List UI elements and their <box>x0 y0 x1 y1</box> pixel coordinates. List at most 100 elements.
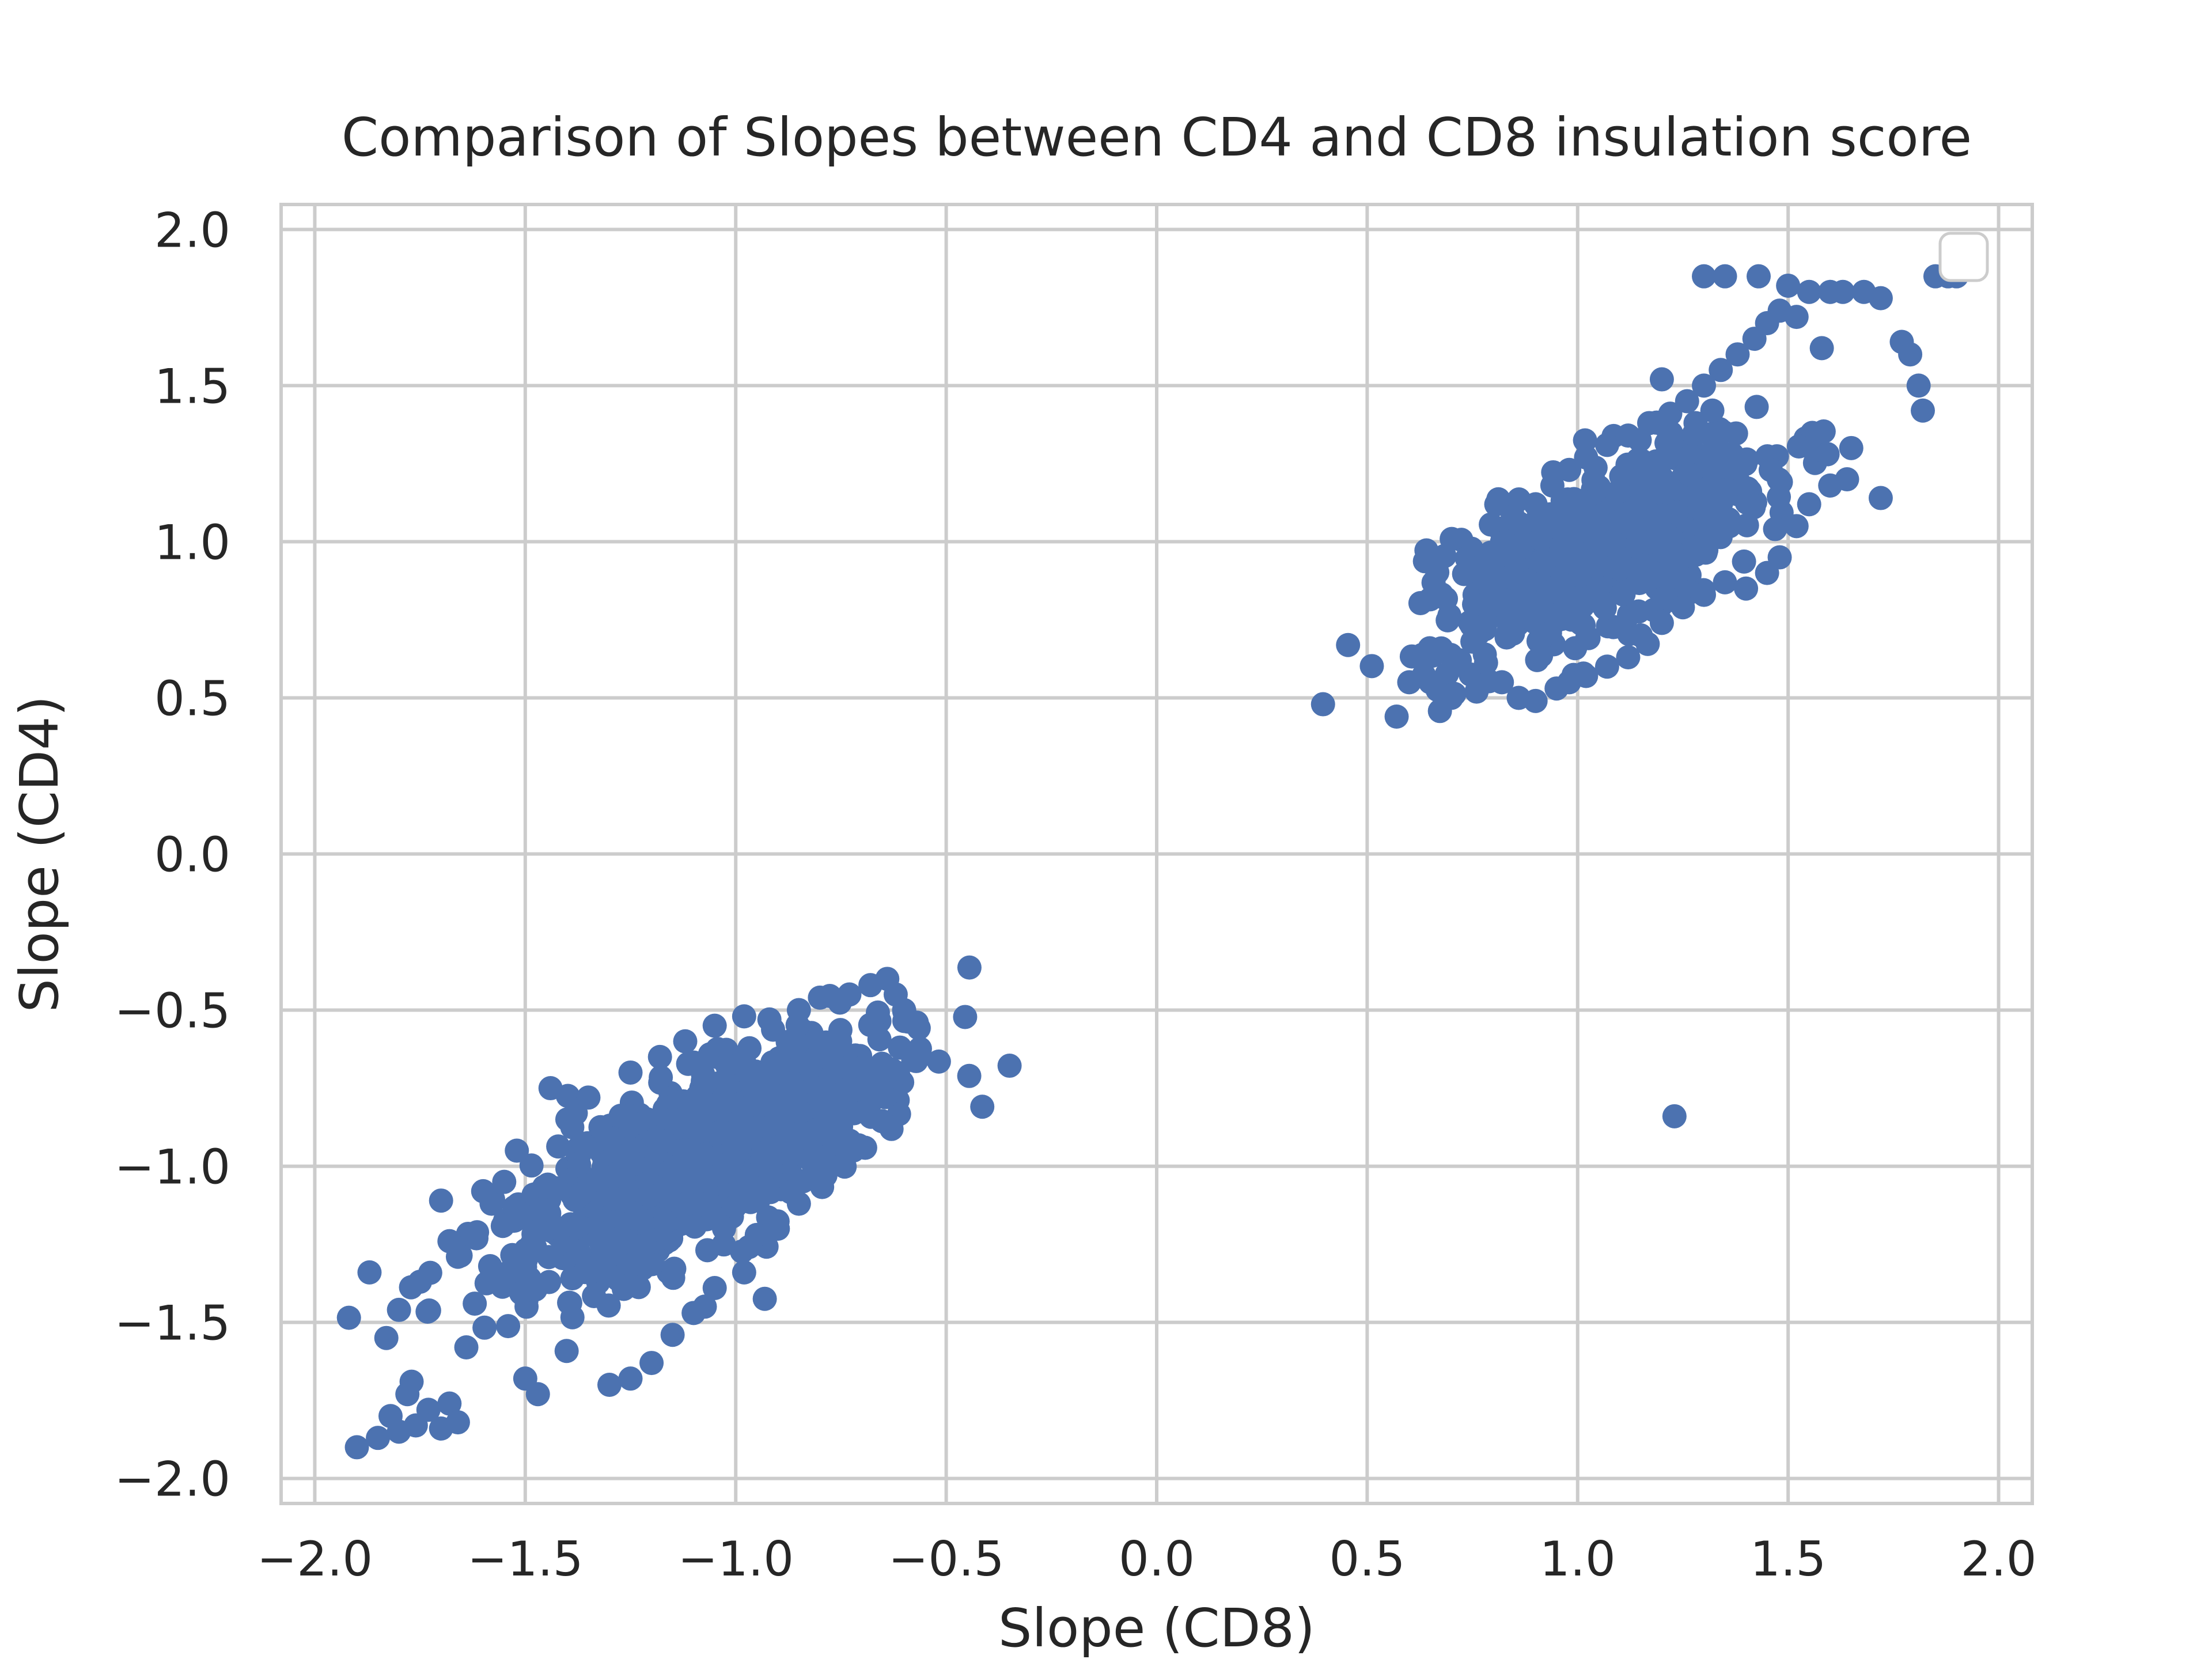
data-point <box>1494 529 1518 554</box>
data-point <box>1868 486 1893 510</box>
data-point <box>1418 670 1442 695</box>
data-point <box>1835 467 1859 492</box>
data-point <box>357 1260 382 1285</box>
data-point <box>611 1277 636 1301</box>
data-point <box>1616 645 1641 669</box>
data-point <box>808 1116 832 1141</box>
data-point <box>336 1305 361 1330</box>
data-point <box>597 1226 622 1251</box>
data-point <box>780 1034 805 1059</box>
legend-box <box>1938 232 1989 282</box>
x-tick-label: −1.0 <box>677 1531 794 1587</box>
data-point <box>904 1010 929 1035</box>
data-point <box>1732 549 1756 574</box>
data-point <box>1627 571 1652 596</box>
data-point <box>1616 423 1641 448</box>
data-point <box>437 1391 462 1416</box>
data-point <box>509 1281 533 1305</box>
data-point <box>1506 510 1531 535</box>
data-point <box>787 1099 812 1124</box>
data-point <box>904 1048 929 1073</box>
x-tick-label: 0.5 <box>1329 1531 1405 1587</box>
data-point <box>865 1000 890 1025</box>
data-point <box>1649 367 1674 392</box>
data-point <box>1481 548 1506 573</box>
data-point <box>1571 613 1596 638</box>
data-point <box>1734 513 1759 537</box>
data-point <box>1797 279 1821 304</box>
data-point <box>1839 435 1863 460</box>
data-point <box>532 1175 556 1199</box>
y-tick-labels: −2.0 −1.5 −1.0 −0.5 0.0 0.5 1.0 1.5 2.0 <box>114 202 230 1507</box>
data-point <box>569 1181 593 1206</box>
data-point <box>479 1191 504 1216</box>
data-point <box>1427 582 1452 607</box>
data-point <box>1797 492 1821 517</box>
data-point <box>651 1179 676 1203</box>
data-point <box>953 1005 978 1029</box>
data-point <box>732 1050 757 1074</box>
data-point <box>660 1323 685 1347</box>
data-point <box>681 1050 706 1075</box>
data-point <box>766 1084 790 1109</box>
data-point <box>817 1081 842 1106</box>
data-point <box>649 1065 673 1090</box>
data-point <box>766 1216 790 1241</box>
data-point <box>1607 479 1631 504</box>
data-point <box>500 1243 525 1267</box>
data-point <box>620 1252 645 1277</box>
data-point <box>1606 510 1631 535</box>
data-point <box>620 1111 645 1136</box>
data-point <box>1776 273 1801 298</box>
data-point <box>1671 595 1695 620</box>
data-point <box>1662 1104 1687 1128</box>
data-point <box>738 1190 763 1214</box>
data-point <box>1594 433 1619 457</box>
y-tick-label: 0.5 <box>154 671 230 726</box>
data-point <box>374 1325 399 1350</box>
x-tick-label: 2.0 <box>1961 1531 2037 1587</box>
data-point <box>566 1214 591 1238</box>
y-tick-label: −1.0 <box>114 1139 230 1195</box>
data-point <box>557 1290 582 1315</box>
data-point <box>1574 664 1599 688</box>
data-point <box>1815 442 1840 467</box>
y-tick-label: 1.5 <box>154 358 230 414</box>
data-point <box>702 1013 727 1038</box>
data-point <box>1786 434 1811 459</box>
x-tick-label: 1.0 <box>1540 1531 1616 1587</box>
data-point <box>1651 447 1676 472</box>
data-point <box>786 1191 811 1216</box>
data-point <box>1503 604 1528 629</box>
data-point <box>456 1221 480 1246</box>
data-point <box>1512 576 1536 601</box>
data-point <box>538 1076 563 1101</box>
data-point <box>496 1314 521 1339</box>
data-point <box>1626 496 1650 521</box>
data-point <box>647 1044 672 1069</box>
data-point <box>730 1239 755 1264</box>
data-point <box>761 1113 786 1138</box>
data-point <box>837 982 862 1007</box>
data-point <box>597 1373 622 1397</box>
data-point <box>757 1007 782 1032</box>
data-point <box>387 1297 411 1322</box>
data-point <box>1523 492 1548 517</box>
data-point <box>1616 603 1641 627</box>
data-point <box>1540 505 1565 530</box>
x-axis-label: Slope (CD8) <box>998 1597 1315 1659</box>
data-point <box>997 1054 1022 1078</box>
data-point <box>519 1153 544 1178</box>
data-point <box>1736 476 1760 501</box>
data-point <box>645 1126 669 1151</box>
data-point <box>1868 286 1893 310</box>
data-point <box>730 1109 755 1134</box>
data-point <box>1683 411 1708 435</box>
data-point <box>957 955 982 980</box>
data-point <box>675 1191 699 1216</box>
data-point <box>1484 492 1509 517</box>
data-point <box>774 1129 798 1154</box>
chart-title: Comparison of Slopes between CD4 and CD8… <box>342 107 1972 168</box>
